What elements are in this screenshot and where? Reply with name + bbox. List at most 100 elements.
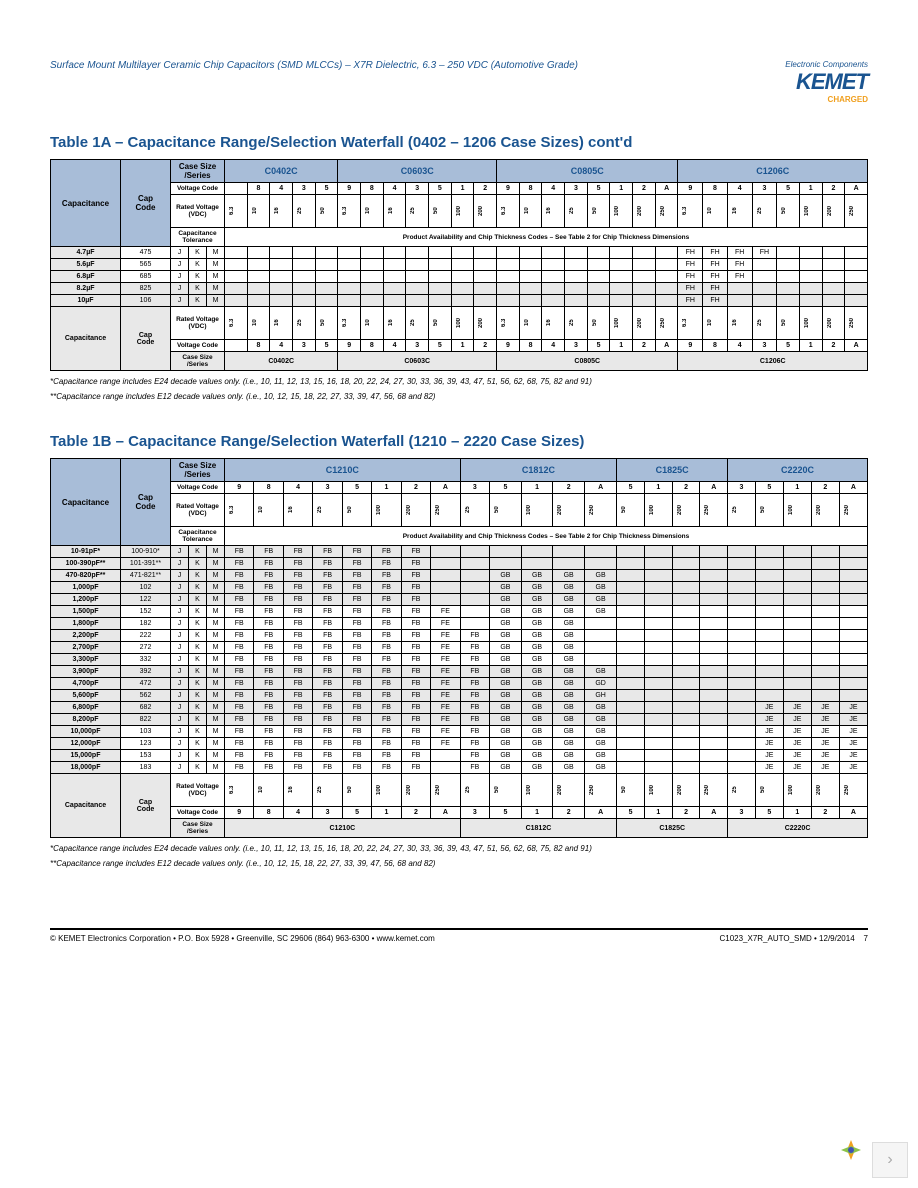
table-header-cell: 9 xyxy=(338,340,361,352)
rotated-voltage-cell: 200 xyxy=(822,195,845,228)
table-cell xyxy=(799,247,822,259)
table-cell: J xyxy=(171,594,189,606)
table-cell xyxy=(644,582,672,594)
table-cell xyxy=(633,271,656,283)
table-cell xyxy=(755,582,783,594)
table-cell xyxy=(839,570,867,582)
rotated-voltage-cell: 50 xyxy=(617,494,645,527)
table-cell xyxy=(839,582,867,594)
table-cell xyxy=(431,750,460,762)
table-1a: Capacitance CapCode Case Size/Series C04… xyxy=(50,159,868,371)
rotated-voltage-cell: 100 xyxy=(644,494,672,527)
table-cell: M xyxy=(207,666,225,678)
table-cell: GB xyxy=(490,762,522,774)
table-header-cell: 9 xyxy=(225,807,254,819)
table-cell: J xyxy=(171,618,189,630)
table-cell xyxy=(519,295,542,307)
pager-logo-icon xyxy=(833,1132,869,1168)
table-cell xyxy=(633,247,656,259)
table-cell: GB xyxy=(490,570,522,582)
table-cell xyxy=(777,283,800,295)
rotated-voltage-cell: 16 xyxy=(727,307,752,340)
table-header-cell: 1 xyxy=(783,807,811,819)
table-cell: FB xyxy=(313,594,342,606)
table-cell xyxy=(293,295,316,307)
table-cell: 222 xyxy=(121,630,171,642)
table-header-cell: 4 xyxy=(727,340,752,352)
table-cell xyxy=(406,295,429,307)
table-cell: GB xyxy=(521,666,553,678)
table-cell xyxy=(755,594,783,606)
table-cell: 332 xyxy=(121,654,171,666)
table-header-cell xyxy=(225,183,248,195)
table-cell xyxy=(839,690,867,702)
table-cell: FB xyxy=(313,558,342,570)
table-header-cell: A xyxy=(431,482,460,494)
rotated-voltage-cell: 10 xyxy=(361,307,384,340)
table-cell xyxy=(839,642,867,654)
table-header-cell: Rated Voltage(VDC) xyxy=(171,774,225,807)
rotated-voltage-cell: 50 xyxy=(429,195,452,228)
table-row: 4,700pF472JKMFBFBFBFBFBFBFBFEFBGBGBGBGD xyxy=(51,678,868,690)
table-cell xyxy=(755,618,783,630)
page-header: Surface Mount Multilayer Ceramic Chip Ca… xyxy=(50,60,868,104)
table-cell: FB xyxy=(254,618,283,630)
table-header-cell: 8 xyxy=(519,340,542,352)
table-cell xyxy=(839,630,867,642)
table-cell: 475 xyxy=(121,247,171,259)
table-cell xyxy=(783,570,811,582)
table-cell: FB xyxy=(401,594,430,606)
table-cell: FB xyxy=(313,606,342,618)
table-cell xyxy=(338,259,361,271)
table-cell: FB xyxy=(225,618,254,630)
rotated-voltage-cell: 250 xyxy=(584,494,616,527)
table-cell: GB xyxy=(553,678,585,690)
rotated-voltage-cell: 25 xyxy=(460,494,489,527)
table-cell xyxy=(672,762,700,774)
table-cell: 6.8µF xyxy=(51,271,121,283)
table-cell xyxy=(553,546,585,558)
table-cell: GB xyxy=(521,690,553,702)
rotated-voltage-cell: 16 xyxy=(270,307,293,340)
pager-next-button[interactable]: › xyxy=(872,1142,908,1178)
table-cell: FH xyxy=(727,271,752,283)
table-cell: GB xyxy=(490,738,522,750)
table-header-cell: 4 xyxy=(270,183,293,195)
table-cell: 122 xyxy=(121,594,171,606)
table-cell: FB xyxy=(225,546,254,558)
rotated-voltage-cell: 16 xyxy=(283,774,312,807)
table-header-cell: A xyxy=(839,482,867,494)
rotated-voltage-cell: 16 xyxy=(383,195,406,228)
table-header-cell: A xyxy=(584,482,616,494)
table-cell: FB xyxy=(460,714,489,726)
table-cell xyxy=(584,642,616,654)
table-header-cell: 3 xyxy=(565,183,588,195)
table-cell: GB xyxy=(584,714,616,726)
table-cell: FB xyxy=(254,714,283,726)
table-row: 6,800pF682JKMFBFBFBFBFBFBFBFEFBGBGBGBGBJ… xyxy=(51,702,868,714)
table-header-cell: 2 xyxy=(474,340,497,352)
table-cell: 12,000pF xyxy=(51,738,121,750)
table-cell xyxy=(225,283,248,295)
table-row: 3,900pF392JKMFBFBFBFBFBFBFBFEFBGBGBGBGB xyxy=(51,666,868,678)
table-cell: FB xyxy=(401,750,430,762)
table-cell xyxy=(610,295,633,307)
table-cell xyxy=(672,750,700,762)
table-cell xyxy=(451,271,474,283)
table-cell xyxy=(700,642,728,654)
table-cell: GB xyxy=(584,750,616,762)
table-header-cell: 1 xyxy=(521,482,553,494)
table-cell: M xyxy=(207,247,225,259)
table-cell: JE xyxy=(811,738,839,750)
table-cell: GB xyxy=(584,666,616,678)
table-cell xyxy=(617,618,645,630)
pager: › xyxy=(833,1132,908,1178)
table-cell: FB xyxy=(460,642,489,654)
rotated-voltage-cell: 100 xyxy=(521,774,553,807)
table-cell: M xyxy=(207,618,225,630)
table-cell: JE xyxy=(839,714,867,726)
table-header-cell: 9 xyxy=(678,183,703,195)
table-cell xyxy=(584,618,616,630)
table-cell xyxy=(700,678,728,690)
table-cell: GB xyxy=(553,642,585,654)
